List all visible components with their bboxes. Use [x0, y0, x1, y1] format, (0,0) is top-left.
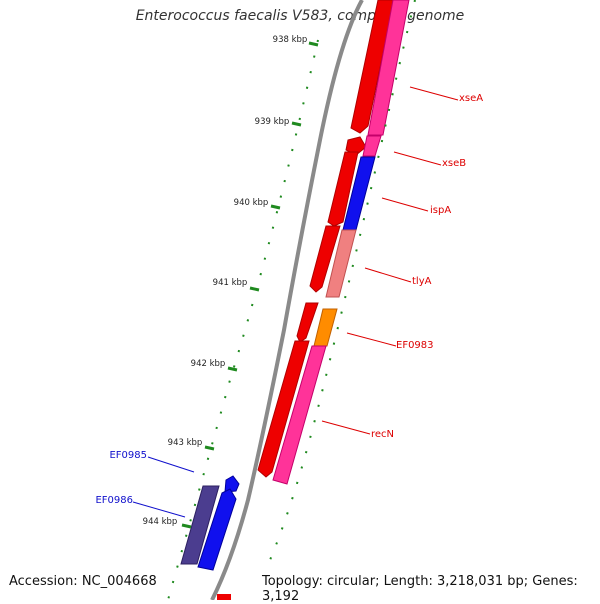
scale-tick-label: 941 kbp: [213, 278, 248, 288]
gene-leader-line: [147, 456, 195, 473]
gene-track-reverse: [180, 475, 240, 571]
gene-leader-line: [132, 501, 186, 518]
scale-tick-label: 943 kbp: [168, 438, 203, 448]
gene-leader-line: [409, 86, 459, 101]
gene-feature-tlyA[interactable]: [325, 229, 357, 298]
gene-leader-line: [364, 267, 412, 283]
scale-tick-mark: [227, 366, 238, 372]
gene-leader-line: [381, 197, 429, 212]
cds-feature[interactable]: [345, 136, 367, 156]
scale-tick-mark: [291, 121, 302, 127]
cds-feature[interactable]: [296, 302, 319, 343]
cds-feature[interactable]: [309, 225, 341, 293]
gene-feature-EF0985[interactable]: [224, 475, 240, 493]
scale-tick-mark: [270, 204, 281, 210]
cds-feature[interactable]: [217, 594, 231, 600]
gene-label-EF0985[interactable]: EF0985: [109, 450, 147, 461]
scale-tick-mark: [308, 41, 319, 47]
gene-feature-recN[interactable]: [272, 345, 327, 485]
gene-label-EF0986[interactable]: EF0986: [95, 495, 133, 506]
scale-tick-label: 939 kbp: [255, 117, 290, 127]
gene-feature-EF0986[interactable]: [197, 488, 237, 571]
gene-label-ispA[interactable]: ispA: [430, 205, 451, 216]
scale-ticks: 938 kbp 939 kbp 940 kbp 941 kbp 942 kbp 943 k…: [143, 35, 319, 529]
gene-leader-line: [321, 420, 371, 435]
gene-label-xseA[interactable]: xseA: [459, 93, 483, 104]
cds-feature-EF0986[interactable]: [180, 485, 220, 565]
accession-text: Accession: NC_004668: [9, 574, 157, 589]
scale-tick-label: 940 kbp: [234, 198, 269, 208]
genome-backbone: [210, 0, 364, 600]
cds-feature[interactable]: [257, 340, 310, 478]
gene-track-forward: [272, 0, 410, 485]
gene-label-EF0983[interactable]: EF0983: [396, 340, 434, 351]
gene-label-xseB[interactable]: xseB: [442, 158, 466, 169]
gene-leader-line: [346, 332, 397, 347]
scale-tick-mark: [204, 445, 215, 451]
scale-tick-label: 944 kbp: [143, 517, 178, 527]
gene-feature-EF0983[interactable]: [313, 308, 338, 347]
cds-track-forward: [217, 0, 395, 600]
gene-labels: xseA xseB ispA tlyA EF0983 recN EF0985 EF0986: [95, 86, 483, 518]
scale-tick-mark: [181, 523, 192, 529]
cds-feature[interactable]: [327, 151, 359, 227]
scale-tick-mark: [249, 286, 260, 292]
gene-label-tlyA[interactable]: tlyA: [412, 276, 432, 287]
scale-tick-label: 942 kbp: [191, 359, 226, 369]
gene-feature-xseA[interactable]: [367, 0, 410, 136]
gene-feature-xseB[interactable]: [362, 135, 382, 157]
gene-leader-line: [393, 151, 442, 166]
gene-label-recN[interactable]: recN: [371, 429, 394, 440]
scale-tick-label: 938 kbp: [273, 35, 308, 45]
cds-feature[interactable]: [350, 0, 395, 134]
